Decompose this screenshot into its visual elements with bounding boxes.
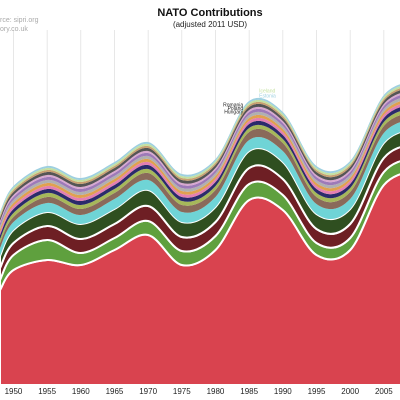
x-tick-label: 1955 (38, 387, 56, 396)
x-tick-label: 1960 (72, 387, 90, 396)
stream-area (0, 131, 400, 269)
source: rce: sipri.org (0, 17, 39, 24)
series-label: Romania (223, 102, 243, 108)
series-label: Estonia (259, 93, 276, 99)
x-tick-label: 2000 (341, 387, 359, 396)
chart-title: NATO Contributions (157, 7, 262, 19)
chart-subtitle: (adjusted 2011 USD) (173, 20, 247, 29)
x-tick-label: 1975 (173, 387, 191, 396)
source: ory.co.uk (0, 26, 28, 33)
x-tick-label: 1985 (240, 387, 258, 396)
series-label: Poland (228, 106, 244, 112)
x-tick-label: 1980 (207, 387, 225, 396)
x-tick-label: 2005 (375, 387, 393, 396)
x-tick-label: 1990 (274, 387, 292, 396)
series-label: Iceland (259, 88, 275, 94)
x-tick-label: 1970 (139, 387, 157, 396)
x-tick-label: 1965 (106, 387, 124, 396)
x-tick-label: 1950 (5, 387, 23, 396)
series-label: Hungary (224, 109, 243, 115)
x-tick-label: 1995 (308, 387, 326, 396)
